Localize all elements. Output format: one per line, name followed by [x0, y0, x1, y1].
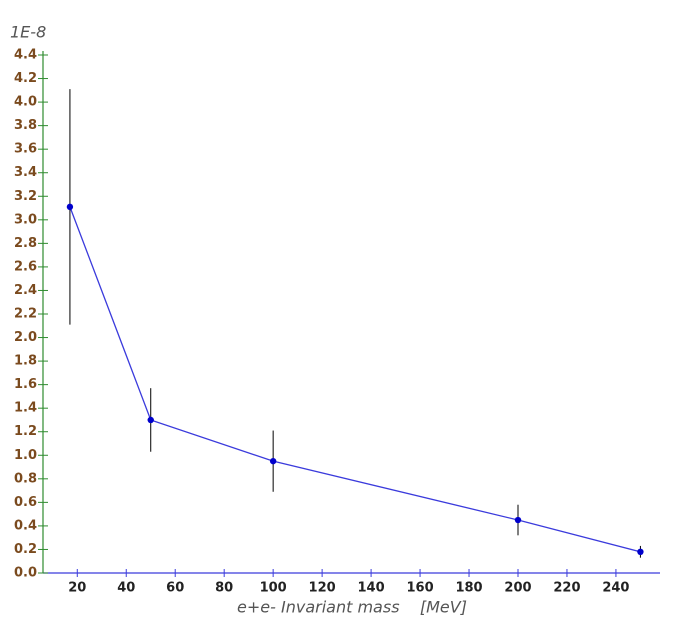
y-tick-label: 2.4 [14, 283, 37, 298]
y-tick-label: 0.0 [14, 566, 37, 581]
x-tick-label: 20 [68, 581, 86, 596]
x-tick-label: 80 [215, 581, 233, 596]
y-tick-label: 3.0 [14, 212, 37, 227]
x-tick-label: 220 [553, 581, 580, 596]
y-tick-label: 1.0 [14, 448, 37, 463]
point [269, 457, 277, 465]
x-tick-label: 100 [260, 581, 287, 596]
x-tick-label: 240 [602, 581, 629, 596]
y-tick-label: 1.8 [14, 354, 37, 369]
y-tick-label: 2.8 [14, 236, 37, 251]
x-tick-label: 140 [358, 581, 385, 596]
x-tick-label: 160 [406, 581, 433, 596]
y-tick-label: 1.2 [14, 424, 37, 439]
point [637, 548, 644, 556]
point [147, 416, 154, 424]
y-tick-label: 0.8 [14, 471, 37, 486]
x-tick-label: 40 [117, 581, 135, 596]
y-tick-label: 2.2 [14, 307, 37, 322]
y-tick-label: 2.0 [14, 330, 37, 345]
y-tick-label: 0.2 [14, 542, 37, 557]
y-tick-label: 3.2 [14, 189, 37, 204]
x-axis-label: e+e- Invariant mass [MeV] [237, 598, 467, 617]
x-tick-label: 60 [166, 581, 184, 596]
y-tick-label: 3.8 [14, 118, 37, 133]
y-tick-label: 1.6 [14, 377, 37, 392]
y-tick-label: 3.4 [14, 165, 37, 180]
y-tick-label: 4.0 [14, 95, 37, 110]
line [69, 206, 641, 553]
y-tick-label: 1.4 [14, 401, 37, 416]
y-tick-label: 4.2 [14, 71, 37, 86]
y-tick-label: 3.6 [14, 142, 37, 157]
point [66, 203, 74, 211]
y-tick-label: 0.6 [14, 495, 37, 510]
x-tick-label: 120 [309, 581, 336, 596]
y-tick-label: 4.4 [14, 48, 37, 63]
x-tick-label: 180 [455, 581, 482, 596]
y-tick-label: 0.4 [14, 518, 37, 533]
y-multiplier: 1E-8 [10, 23, 46, 42]
y-tick-label: 2.6 [14, 259, 37, 274]
x-tick-label: 200 [504, 581, 531, 596]
point [514, 516, 522, 524]
